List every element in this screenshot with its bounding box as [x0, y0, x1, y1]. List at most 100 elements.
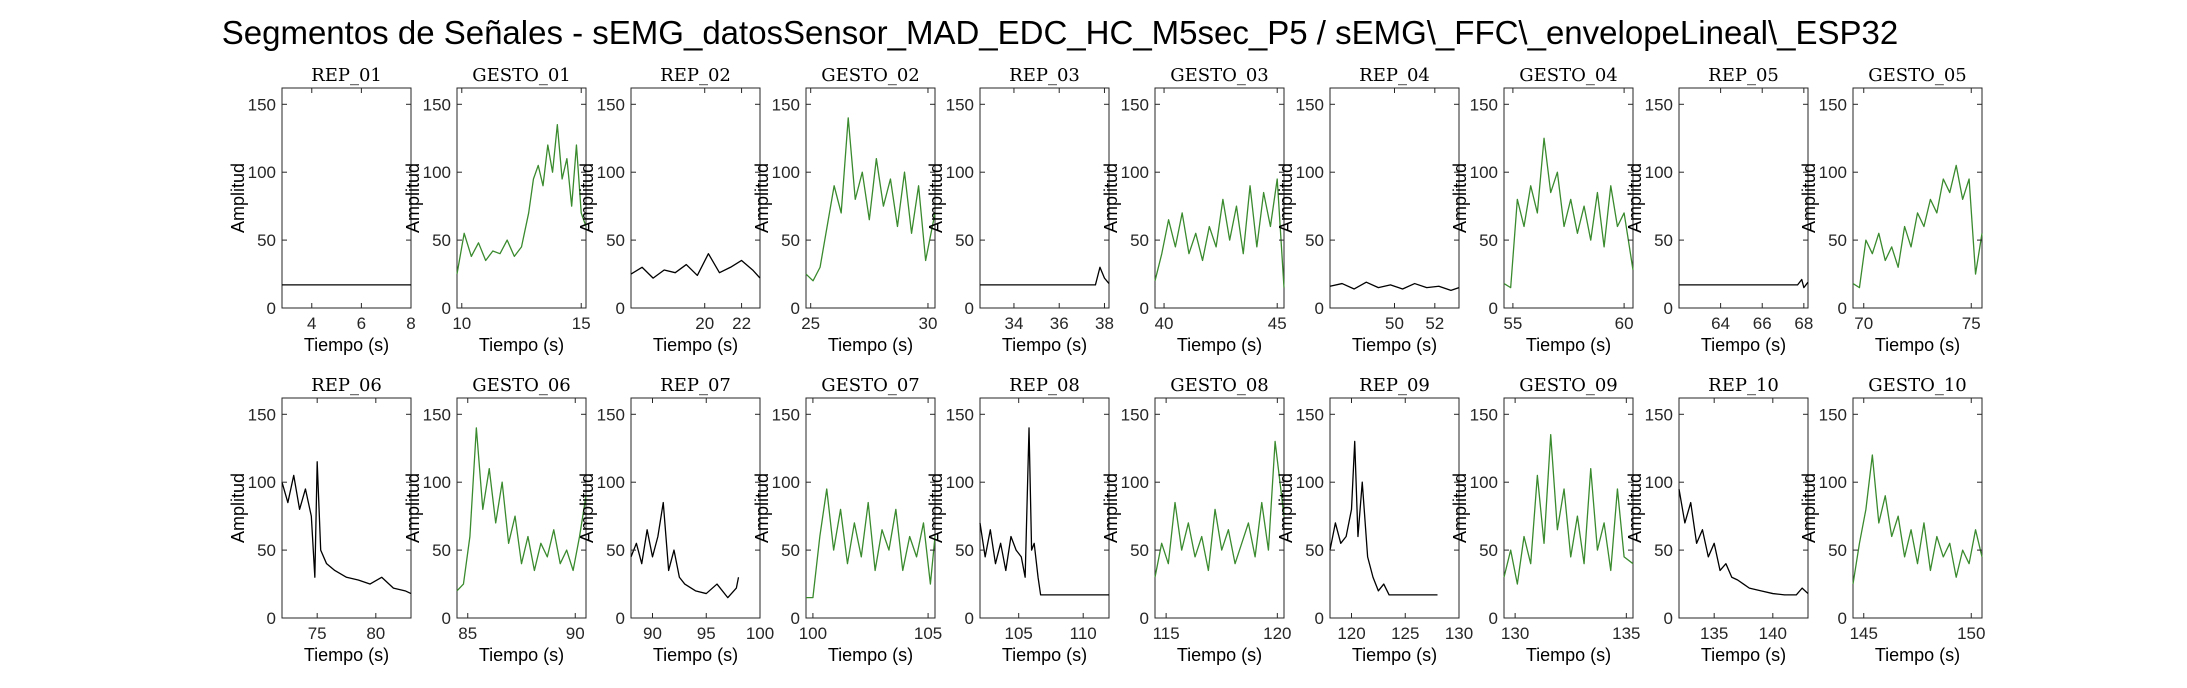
- subplot-title: GESTO_04: [1519, 65, 1618, 86]
- y-tick-label: 0: [791, 609, 800, 628]
- y-axis-label: Amplitud: [752, 473, 772, 543]
- y-tick-label: 150: [1121, 405, 1149, 424]
- x-axis-label: Tiempo (s): [1352, 645, 1437, 665]
- axes-frame: [979, 397, 1110, 619]
- y-tick-label: 50: [1654, 541, 1673, 560]
- y-tick-label: 150: [1470, 95, 1498, 114]
- x-tick-label: 36: [1050, 314, 1069, 333]
- x-tick-label: 50: [1385, 314, 1404, 333]
- x-axis-label: Tiempo (s): [1177, 645, 1262, 665]
- y-tick-label: 150: [423, 95, 451, 114]
- subplot-title: REP_03: [1009, 65, 1080, 86]
- x-tick-label: 38: [1095, 314, 1114, 333]
- axes-frame: [281, 397, 412, 619]
- y-tick-label: 150: [1296, 95, 1324, 114]
- y-tick-label: 0: [1838, 609, 1847, 628]
- y-tick-label: 150: [1121, 95, 1149, 114]
- x-tick-label: 130: [1501, 624, 1529, 643]
- subplot-gesto-05: 0 50 100 150 70 75 GESTO_05 Tiempo (s) Amplitud: [1799, 65, 1983, 355]
- y-tick-label: 0: [267, 609, 276, 628]
- subplot-title: GESTO_03: [1170, 65, 1269, 86]
- subplot-gesto-03: 0 50 100 150 40 45 GESTO_03 Tiempo (s) Amplitud: [1101, 65, 1287, 355]
- axes-frame: [1678, 397, 1809, 619]
- y-tick-label: 150: [248, 405, 276, 424]
- series-line: [1852, 164, 1983, 289]
- subplot-gesto-07: 0 50 100 150 100 105 GESTO_07 Tiempo (s) Amplitu…: [752, 375, 942, 665]
- y-tick-label: 100: [946, 473, 974, 492]
- y-tick-label: 50: [1305, 231, 1324, 250]
- x-axis-label: Tiempo (s): [1701, 645, 1786, 665]
- subplot-title: GESTO_05: [1868, 65, 1967, 86]
- y-tick-label: 50: [432, 541, 451, 560]
- x-tick-label: 52: [1425, 314, 1444, 333]
- x-axis-label: Tiempo (s): [479, 335, 564, 355]
- x-axis-label: Tiempo (s): [1002, 645, 1087, 665]
- subplot-title: REP_01: [311, 65, 382, 86]
- series-line: [1678, 488, 1809, 596]
- subplot-rep-02: 0 50 100 150 20 22 REP_02 Tiempo (s) Amplitud: [577, 65, 761, 355]
- y-axis-label: Amplitud: [577, 163, 597, 233]
- y-tick-label: 0: [616, 609, 625, 628]
- subplot-gesto-08: 0 50 100 150 115 120 GESTO_08 Tiempo (s) Amplitu…: [1101, 375, 1292, 665]
- x-axis-label: Tiempo (s): [479, 645, 564, 665]
- subplot-title: GESTO_06: [472, 375, 571, 396]
- y-axis-label: Amplitud: [577, 473, 597, 543]
- y-tick-label: 100: [1645, 473, 1673, 492]
- x-tick-label: 120: [1337, 624, 1365, 643]
- y-tick-label: 50: [1828, 541, 1847, 560]
- y-axis-label: Amplitud: [1799, 163, 1819, 233]
- series-line: [1154, 178, 1285, 288]
- y-axis-label: Amplitud: [926, 163, 946, 233]
- y-tick-label: 0: [1838, 299, 1847, 318]
- x-tick-label: 90: [566, 624, 585, 643]
- x-tick-label: 45: [1268, 314, 1287, 333]
- series-line: [281, 461, 412, 595]
- subplot-gesto-02: 0 50 100 150 25 30 GESTO_02 Tiempo (s) Amplitud: [752, 65, 937, 355]
- series-line: [979, 427, 1109, 596]
- y-tick-label: 150: [597, 405, 625, 424]
- x-tick-label: 6: [357, 314, 366, 333]
- y-tick-label: 150: [1645, 405, 1673, 424]
- y-axis-label: Amplitud: [1799, 473, 1819, 543]
- series-line: [1679, 278, 1809, 289]
- x-tick-label: 70: [1854, 314, 1873, 333]
- axes-frame: [456, 397, 587, 619]
- subplot-gesto-09: 0 50 100 150 130 135 GESTO_09 Tiempo (s) Amplitu…: [1450, 375, 1641, 665]
- y-tick-label: 50: [955, 231, 974, 250]
- subplot-title: REP_07: [660, 375, 731, 396]
- y-tick-label: 150: [597, 95, 625, 114]
- x-tick-label: 100: [799, 624, 827, 643]
- subplot-rep-10: 0 50 100 150 135 140 REP_10 Tiempo (s) Amplitud: [1625, 375, 1809, 665]
- y-tick-label: 100: [1470, 163, 1498, 182]
- series-line: [1503, 434, 1634, 585]
- subplot-gesto-01: 0 50 100 150 10 15 GESTO_01 Tiempo (s) Amplitud: [403, 65, 591, 355]
- y-tick-label: 0: [1489, 609, 1498, 628]
- axes-frame: [281, 87, 412, 309]
- x-tick-label: 30: [919, 314, 938, 333]
- y-tick-label: 0: [965, 299, 974, 318]
- subplot-rep-09: 0 50 100 150 120 125 130 REP_09 Tiempo (s) Amplit…: [1276, 375, 1473, 665]
- series-line: [1329, 440, 1438, 596]
- x-tick-label: 140: [1759, 624, 1787, 643]
- y-tick-label: 150: [1819, 405, 1847, 424]
- x-tick-label: 55: [1503, 314, 1522, 333]
- y-tick-label: 100: [772, 163, 800, 182]
- series-line: [1329, 281, 1460, 292]
- y-tick-label: 100: [1121, 473, 1149, 492]
- y-tick-label: 150: [248, 95, 276, 114]
- y-tick-label: 100: [597, 473, 625, 492]
- y-tick-label: 50: [1654, 231, 1673, 250]
- y-tick-label: 50: [1130, 231, 1149, 250]
- x-tick-label: 4: [307, 314, 316, 333]
- axes-frame: [1852, 87, 1983, 309]
- x-axis-label: Tiempo (s): [1002, 335, 1087, 355]
- y-axis-label: Amplitud: [228, 473, 248, 543]
- series-line: [805, 117, 936, 282]
- subplot-title: REP_02: [660, 65, 731, 86]
- x-axis-label: Tiempo (s): [653, 645, 738, 665]
- y-tick-label: 100: [946, 163, 974, 182]
- y-tick-label: 0: [1140, 609, 1149, 628]
- y-tick-label: 0: [442, 299, 451, 318]
- subplot-rep-01: 0 50 100 150 4 6 8 REP_01 Tiempo (s) Amplitud: [228, 65, 416, 355]
- y-tick-label: 100: [1121, 163, 1149, 182]
